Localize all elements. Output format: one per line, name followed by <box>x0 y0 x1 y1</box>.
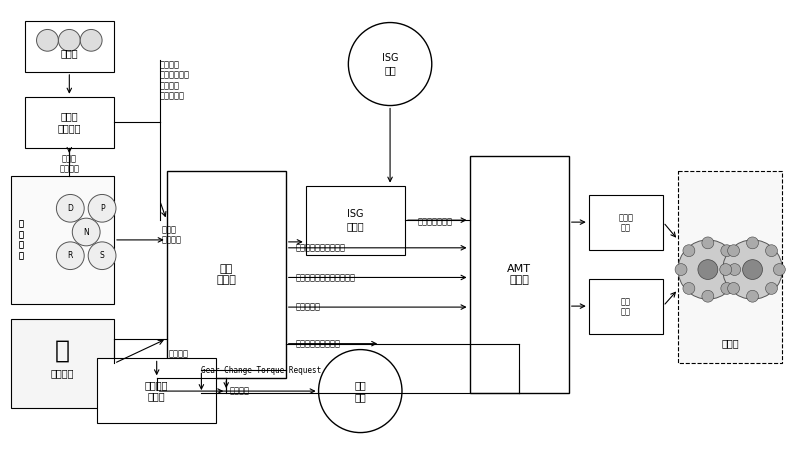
Text: 驱动扭矩: 驱动扭矩 <box>169 349 189 358</box>
Bar <box>589 279 663 334</box>
Circle shape <box>729 264 741 275</box>
Circle shape <box>720 264 732 275</box>
Text: 后驱电机
控制器: 后驱电机 控制器 <box>145 380 169 401</box>
Text: Gear Change Torque Request: Gear Change Torque Request <box>202 366 322 375</box>
Circle shape <box>57 194 84 222</box>
Circle shape <box>742 259 762 279</box>
Circle shape <box>675 264 687 275</box>
Circle shape <box>88 194 116 222</box>
Circle shape <box>88 242 116 270</box>
Text: ISG
电机: ISG 电机 <box>382 53 398 75</box>
Bar <box>25 20 114 72</box>
Circle shape <box>678 240 738 299</box>
Circle shape <box>728 245 739 257</box>
Text: 人: 人 <box>55 339 70 363</box>
Bar <box>25 97 114 148</box>
Circle shape <box>702 237 714 249</box>
Circle shape <box>683 245 695 257</box>
Circle shape <box>721 282 733 294</box>
Bar <box>470 156 569 393</box>
Text: 离合器
控制: 离合器 控制 <box>618 213 634 232</box>
Text: N: N <box>83 227 89 237</box>
Circle shape <box>348 22 432 106</box>
Text: 前电机
扭矩请求: 前电机 扭矩请求 <box>162 225 182 245</box>
Text: 发动机
扭矩需求: 发动机 扭矩需求 <box>59 154 79 173</box>
Text: 发动机扭矩: 发动机扭矩 <box>296 303 321 312</box>
Text: 针对发动机扭矩的油门解释: 针对发动机扭矩的油门解释 <box>296 273 356 282</box>
Text: P: P <box>100 204 104 213</box>
Circle shape <box>746 237 758 249</box>
Text: S: S <box>100 251 105 260</box>
Circle shape <box>57 242 84 270</box>
Text: 扭矩执行: 扭矩执行 <box>229 386 249 396</box>
Text: 档位
控制: 档位 控制 <box>621 297 631 316</box>
Text: ISG
控制器: ISG 控制器 <box>346 209 364 231</box>
Bar <box>10 319 114 408</box>
Circle shape <box>702 290 714 302</box>
Text: 燃烧扭矩
最大最小扭矩
扭矩损失
摩擦扭矩等: 燃烧扭矩 最大最小扭矩 扭矩损失 摩擦扭矩等 <box>160 60 190 100</box>
Circle shape <box>728 282 739 294</box>
Circle shape <box>698 259 718 279</box>
Text: 档
位
输
入: 档 位 输 入 <box>18 220 23 260</box>
Text: 油门踏板: 油门踏板 <box>50 368 74 379</box>
Circle shape <box>683 282 695 294</box>
Circle shape <box>766 282 778 294</box>
Text: 后驱
电机: 后驱 电机 <box>354 380 366 402</box>
Circle shape <box>37 29 58 51</box>
Circle shape <box>722 240 782 299</box>
Text: 前进、空档、倒档请求: 前进、空档、倒档请求 <box>296 243 346 252</box>
Bar <box>678 171 782 364</box>
Circle shape <box>58 29 80 51</box>
Text: 变速箱: 变速箱 <box>722 339 739 349</box>
Text: D: D <box>67 204 74 213</box>
Bar <box>97 359 216 423</box>
Circle shape <box>774 264 786 275</box>
Text: 当前档位及目标档位: 当前档位及目标档位 <box>296 339 341 348</box>
Circle shape <box>721 245 733 257</box>
Circle shape <box>746 290 758 302</box>
Text: 发动机: 发动机 <box>61 48 78 58</box>
Bar <box>306 186 405 255</box>
Text: AMT
控制器: AMT 控制器 <box>507 264 531 286</box>
Text: 发动机
控制单元: 发动机 控制单元 <box>58 112 81 133</box>
Circle shape <box>766 245 778 257</box>
Bar <box>166 171 286 378</box>
Text: 整车
控制器: 整车 控制器 <box>216 264 236 286</box>
Circle shape <box>80 29 102 51</box>
Circle shape <box>318 350 402 432</box>
Text: R: R <box>68 251 73 260</box>
Bar <box>589 195 663 250</box>
Text: 前电机反馈扭矩: 前电机反馈扭矩 <box>418 218 453 226</box>
Bar <box>10 176 114 304</box>
Text: 档
位
输
入: 档 位 输 入 <box>18 220 23 260</box>
Circle shape <box>72 218 100 246</box>
